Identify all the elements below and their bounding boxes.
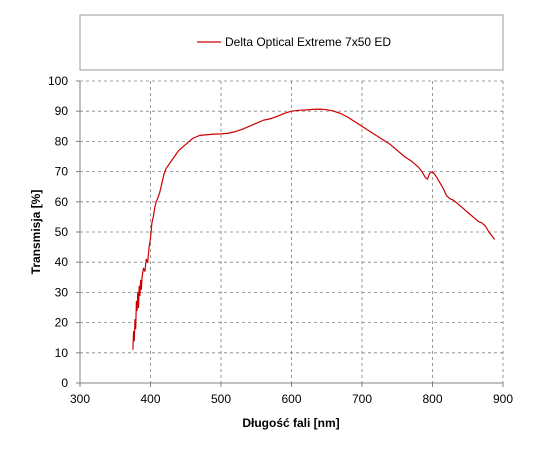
x-tick-label: 700: [352, 392, 372, 406]
y-tick-label: 90: [55, 104, 69, 118]
legend: Delta Optical Extreme 7x50 ED: [79, 14, 504, 71]
x-tick-label: 600: [281, 392, 301, 406]
x-tick-label: 800: [422, 392, 442, 406]
y-axis-title: Transmisja [%]: [29, 190, 43, 275]
legend-entry-label: Delta Optical Extreme 7x50 ED: [225, 35, 391, 49]
y-tick-label: 100: [48, 74, 68, 88]
series-line-0: [132, 108, 496, 350]
x-tick-label: 400: [140, 392, 160, 406]
y-tick-label: 70: [55, 165, 69, 179]
y-tick-label: 0: [61, 376, 68, 390]
y-tick-label: 10: [55, 346, 69, 360]
y-tick-label: 80: [55, 134, 69, 148]
plot-area: [76, 80, 504, 387]
legend-box: [79, 14, 504, 71]
tick-labels: 300 400 500 600 700 800 900 0 10 20 30 40 50 60 70 80 90…: [48, 74, 513, 406]
y-tick-label: 60: [55, 195, 69, 209]
y-tick-label: 40: [55, 255, 69, 269]
y-tick-label: 50: [55, 225, 69, 239]
y-tick-label: 30: [55, 285, 69, 299]
y-tick-label: 20: [55, 316, 69, 330]
x-tick-label: 300: [70, 392, 90, 406]
x-tick-label: 500: [211, 392, 231, 406]
x-axis-title: Długość fali [nm]: [242, 416, 339, 430]
x-tick-label: 900: [493, 392, 513, 406]
